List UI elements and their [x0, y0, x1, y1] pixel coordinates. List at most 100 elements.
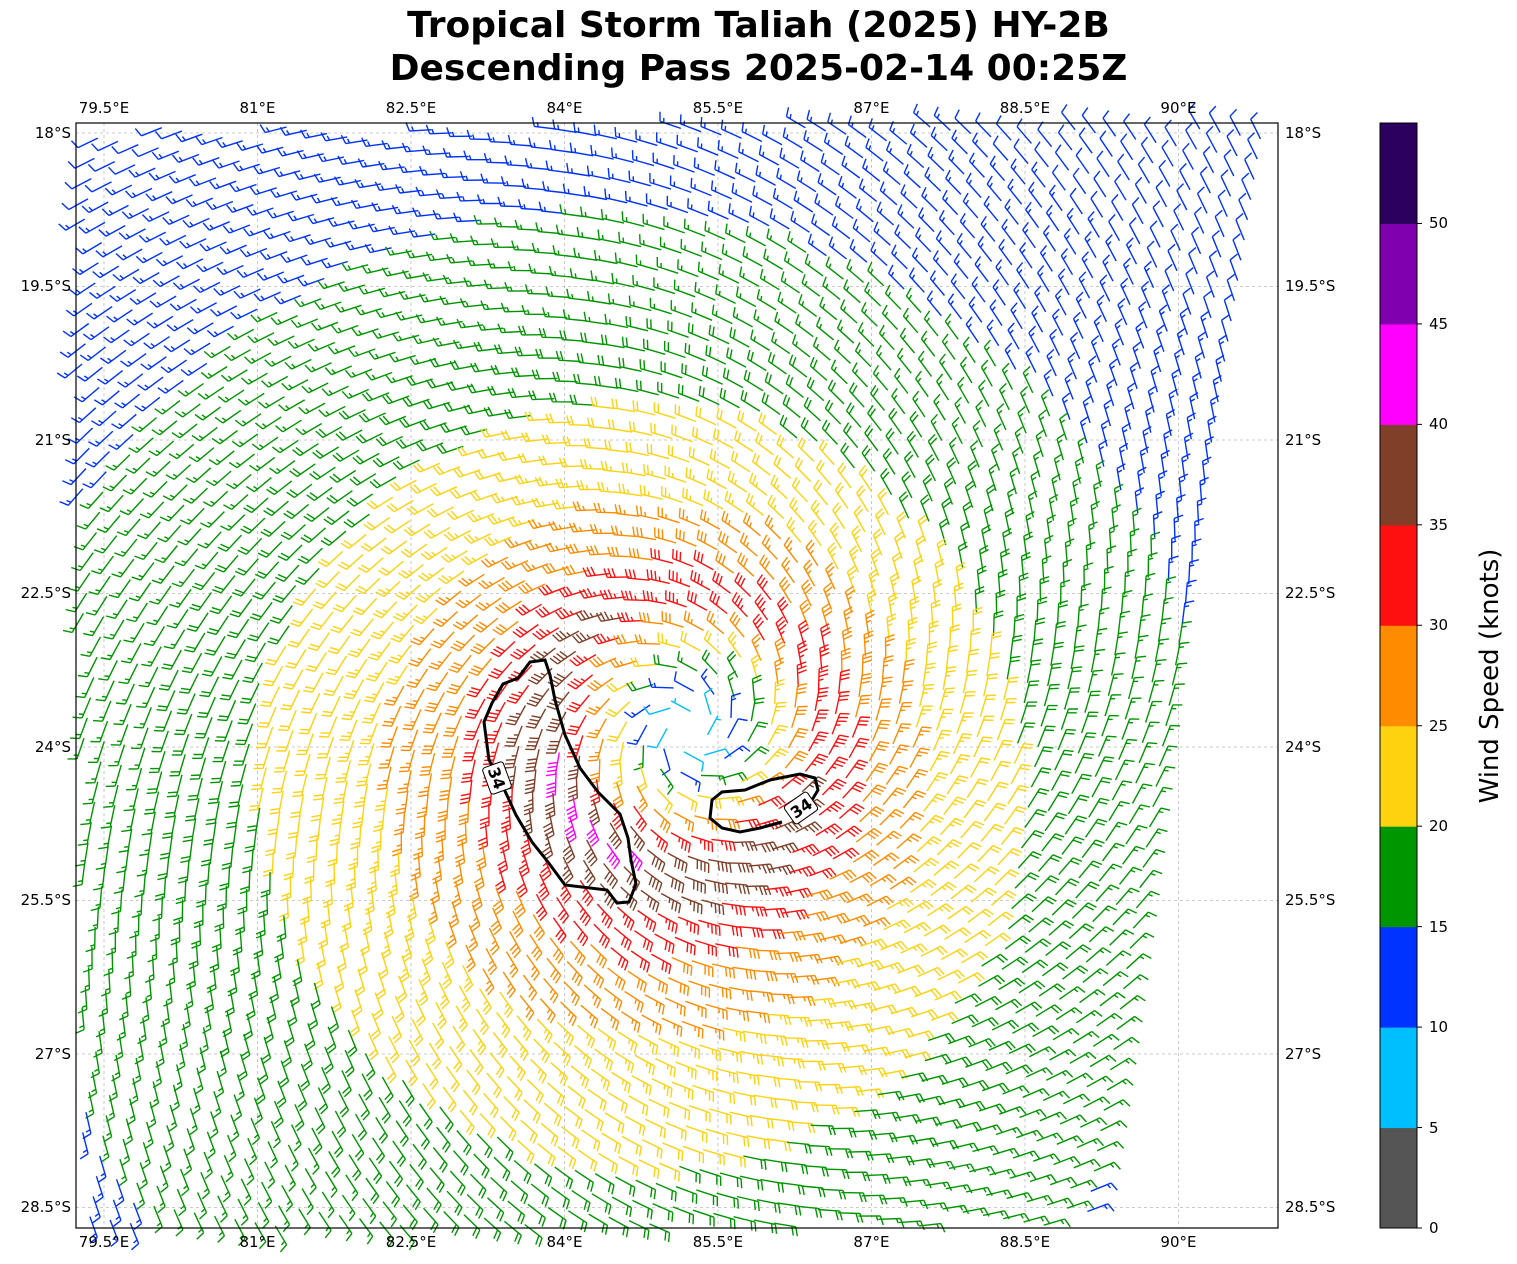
wind-barb — [418, 567, 445, 582]
wind-barb — [1081, 839, 1105, 859]
wind-barb — [204, 635, 226, 656]
wind-barb — [297, 277, 325, 287]
wind-barb — [429, 357, 457, 368]
wind-barb — [926, 772, 949, 792]
wind-barb — [781, 556, 795, 584]
wind-barb — [335, 574, 361, 592]
wind-barb — [348, 1154, 362, 1182]
wind-barb — [487, 258, 514, 269]
wind-barb — [438, 776, 453, 801]
wind-barb — [263, 230, 291, 240]
wind-barb — [828, 734, 849, 755]
wind-barb — [1075, 147, 1090, 174]
wind-barb — [742, 512, 761, 537]
wind-barb — [524, 1223, 543, 1248]
wind-barb — [597, 354, 622, 369]
wind-barb — [905, 637, 916, 664]
wind-barb — [929, 750, 951, 772]
wind-barb — [974, 866, 1000, 883]
wind-barb — [698, 385, 720, 406]
wind-barb — [437, 796, 449, 822]
wind-barb — [823, 132, 844, 156]
wind-barb — [724, 745, 751, 759]
wind-barb — [786, 516, 802, 543]
wind-barb — [1164, 576, 1177, 602]
wind-barb — [1105, 234, 1117, 262]
wind-barb — [728, 862, 754, 873]
wind-barb — [215, 139, 243, 149]
wind-barb — [895, 701, 913, 725]
wind-barb — [704, 221, 726, 241]
wind-barb — [217, 389, 245, 403]
wind-barb — [214, 554, 239, 573]
wind-barb — [546, 772, 557, 799]
wind-barb — [348, 348, 376, 358]
wind-barb — [965, 1058, 993, 1069]
wind-barb — [643, 463, 666, 480]
wind-barb — [725, 223, 746, 244]
wind-barb — [607, 167, 631, 184]
wind-barb — [1173, 203, 1185, 231]
wind-barb — [598, 1152, 618, 1175]
wind-barb — [320, 132, 348, 142]
wind-barb — [1043, 683, 1060, 707]
wind-barb — [209, 1111, 219, 1139]
wind-barb — [727, 470, 748, 493]
wind-barb — [681, 896, 703, 915]
wind-barb — [414, 813, 426, 840]
wind-barb — [1082, 395, 1092, 424]
wind-barb — [246, 207, 274, 216]
wind-barb — [437, 570, 465, 585]
wind-barb — [166, 318, 194, 332]
wind-barb — [970, 887, 997, 903]
wind-barb — [79, 1132, 89, 1160]
wind-barb — [700, 116, 722, 136]
wind-barb — [397, 769, 412, 794]
wind-barb — [219, 244, 247, 255]
wind-barb — [728, 203, 750, 224]
wind-barb — [62, 322, 90, 338]
wind-barb — [597, 229, 621, 244]
wind-barb — [169, 588, 192, 608]
wind-barb — [1008, 914, 1034, 930]
wind-barb — [537, 1143, 556, 1167]
wind-barb — [1205, 270, 1215, 298]
wind-barb — [882, 161, 901, 186]
lat-tick-right: 21°S — [1285, 430, 1322, 449]
wind-barb — [933, 393, 946, 421]
wind-barb — [1027, 490, 1038, 518]
wind-barb — [466, 1069, 481, 1096]
wind-barb — [637, 909, 657, 933]
wind-barb — [856, 485, 869, 512]
wind-barb — [637, 1034, 659, 1056]
wind-barb — [844, 135, 864, 159]
wind-barb — [1118, 442, 1129, 471]
wind-barb — [638, 611, 664, 625]
wind-barb — [1068, 923, 1095, 940]
wind-barb — [1100, 419, 1110, 447]
wind-barb — [1062, 965, 1089, 980]
wind-barb — [294, 939, 305, 966]
wind-barb — [681, 1020, 704, 1039]
wind-barb — [966, 648, 979, 673]
wind-barb — [1003, 676, 1019, 700]
wind-barb — [685, 1125, 708, 1143]
wind-barb — [975, 112, 992, 138]
wind-barb — [758, 795, 786, 807]
wind-barb — [878, 324, 895, 351]
wind-barb — [727, 718, 748, 739]
wind-barb — [385, 1180, 401, 1208]
wind-barb — [985, 483, 996, 512]
wind-barb — [752, 185, 773, 207]
wind-barb — [128, 167, 156, 178]
wind-barb — [1102, 254, 1114, 282]
wind-barb — [102, 474, 128, 492]
wind-barb — [111, 1054, 121, 1082]
wind-barb — [253, 291, 281, 302]
wind-barb — [324, 238, 352, 248]
wind-barb — [1145, 405, 1155, 433]
wind-barb — [381, 267, 409, 277]
wind-barb — [234, 1218, 246, 1247]
wind-barb — [87, 160, 116, 172]
wind-barb — [212, 160, 240, 169]
